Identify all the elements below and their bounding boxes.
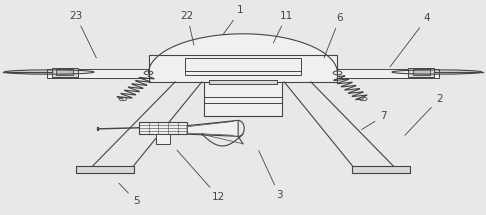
Bar (156, 134, 170, 144)
Bar (209, 80, 277, 84)
Bar (47, 69, 149, 78)
Bar (52, 68, 78, 77)
Bar (352, 166, 410, 173)
Bar (185, 58, 301, 75)
Bar (149, 55, 337, 82)
Text: 6: 6 (324, 13, 343, 58)
Text: 3: 3 (259, 151, 283, 200)
Text: 2: 2 (405, 94, 443, 135)
Bar (139, 123, 187, 134)
Bar (337, 69, 439, 78)
Text: 12: 12 (177, 150, 226, 202)
Bar (413, 69, 430, 75)
Text: 23: 23 (69, 11, 96, 58)
Text: 1: 1 (223, 5, 244, 35)
Text: 5: 5 (119, 183, 139, 206)
Text: 11: 11 (273, 11, 293, 43)
Bar (408, 68, 434, 77)
Bar (76, 166, 134, 173)
Text: 22: 22 (181, 11, 194, 45)
Polygon shape (187, 120, 238, 136)
Bar (56, 69, 73, 75)
Text: 4: 4 (390, 13, 431, 67)
Bar (204, 82, 282, 116)
Text: 7: 7 (362, 111, 387, 130)
